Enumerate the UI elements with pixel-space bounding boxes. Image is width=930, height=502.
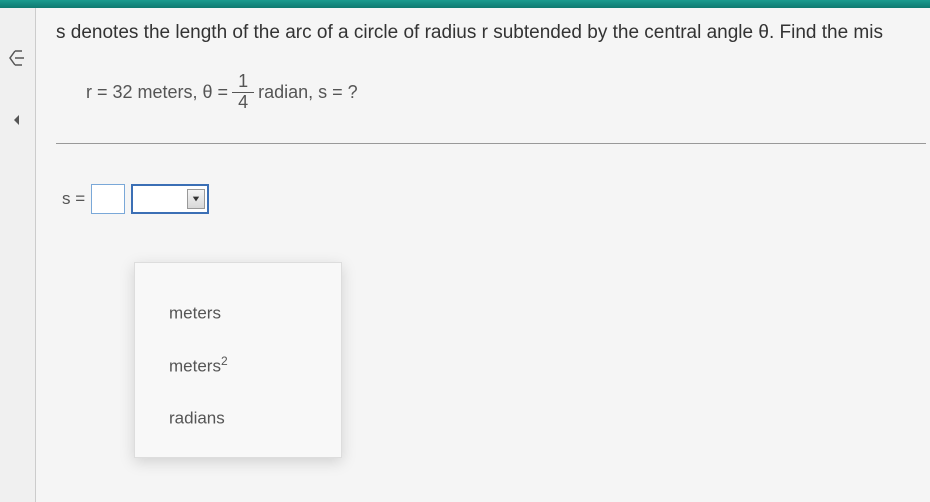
unit-select[interactable] [131,184,209,214]
dropdown-option-meters-squared[interactable]: meters2 [169,354,341,377]
given-suffix: radian, s = ? [258,82,358,103]
title-bar [0,0,930,8]
fraction: 1 4 [232,72,254,113]
unit-dropdown-panel: meters meters2 radians [134,262,342,458]
chevron-left-icon[interactable] [10,113,24,127]
divider [56,143,926,144]
question-text: s denotes the length of the arc of a cir… [56,22,930,44]
option-label: meters [169,356,221,375]
collapse-icon[interactable] [8,48,28,68]
answer-input[interactable] [91,184,125,214]
answer-row: s = [62,184,930,214]
option-label: radians [169,409,225,428]
chevron-down-icon[interactable] [187,189,205,209]
left-sidebar [0,8,36,502]
option-label: meters [169,304,221,323]
answer-label: s = [62,189,85,209]
content-area: s denotes the length of the arc of a cir… [36,8,930,502]
fraction-denominator: 4 [232,93,254,113]
given-prefix: r = 32 meters, θ = [86,82,228,103]
option-sup: 2 [221,354,228,368]
dropdown-option-meters[interactable]: meters [169,301,341,324]
given-values: r = 32 meters, θ = 1 4 radian, s = ? [86,72,930,113]
dropdown-option-radians[interactable]: radians [169,406,341,429]
fraction-numerator: 1 [232,72,254,93]
